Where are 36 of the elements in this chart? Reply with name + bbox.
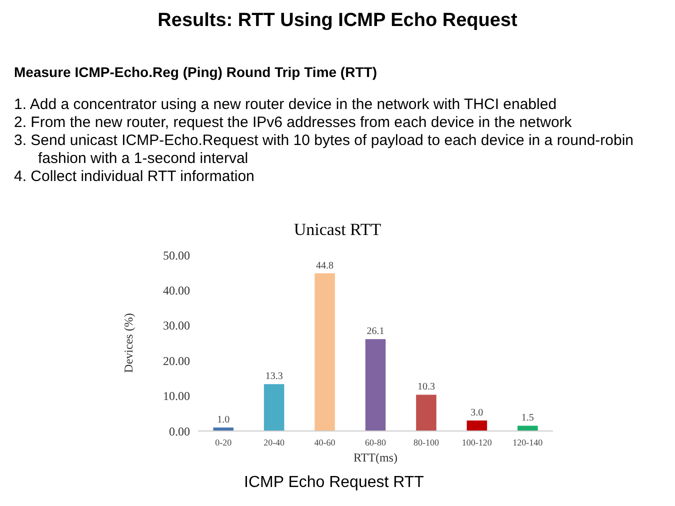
text: 3. Send unicast ICMP-Echo.Request with 10 bytes of payload to each device in a round-robin fashion with a 1-second interval: [14, 132, 635, 168]
bar: [466, 420, 488, 431]
data-label: 3.0: [470, 407, 484, 418]
x-tick-label: 100-120: [462, 437, 492, 448]
y-tick-label: 40.00: [163, 283, 190, 298]
x-tick-label: 60-80: [365, 437, 386, 448]
bar: [416, 394, 436, 431]
text: Results: RTT Using ICMP Echo Request: [156, 10, 518, 32]
text: ICMP Echo Request RTT: [243, 474, 425, 492]
bar: [264, 384, 284, 431]
text: 1. Add a concentrator using a new router device in the network with THCI enabled: [14, 96, 558, 114]
text: 4. Collect individual RTT information: [14, 168, 256, 186]
bar: [365, 339, 386, 431]
x-tick-label: 20-40: [264, 437, 286, 448]
y-tick-label: 30.00: [163, 318, 190, 333]
y-tick-label: 20.00: [163, 354, 190, 368]
data-label: 44.8: [316, 260, 334, 272]
data-label: 26.1: [366, 326, 384, 338]
text: 2. From the new router, request the IPv6 addresses from each device in the network: [14, 114, 573, 132]
data-label: 1.5: [521, 412, 534, 424]
bar: [314, 273, 335, 431]
data-label: 13.3: [265, 371, 283, 382]
chart-title: Unicast RTT: [292, 220, 382, 240]
x-tick-label: 80-100: [413, 437, 440, 448]
x-tick-label: 0-20: [215, 437, 232, 448]
y-tick-label: 0.00: [169, 424, 190, 438]
data-label: 1.0: [217, 414, 230, 426]
y-tick-label: 10.00: [163, 389, 190, 404]
y-axis-title: Devices (%): [121, 313, 136, 373]
bar: [518, 426, 538, 431]
y-tick-label: 50.00: [163, 248, 190, 262]
chart-subtitle: Measure ICMP-Echo.Reg (Ping) Round Trip Time (RTT): [14, 64, 377, 80]
x-axis-title: RTT(ms): [354, 450, 398, 465]
data-label: 10.3: [417, 382, 435, 393]
x-tick-label: 40-60: [314, 437, 336, 448]
x-tick-label: 120-140: [512, 437, 544, 448]
